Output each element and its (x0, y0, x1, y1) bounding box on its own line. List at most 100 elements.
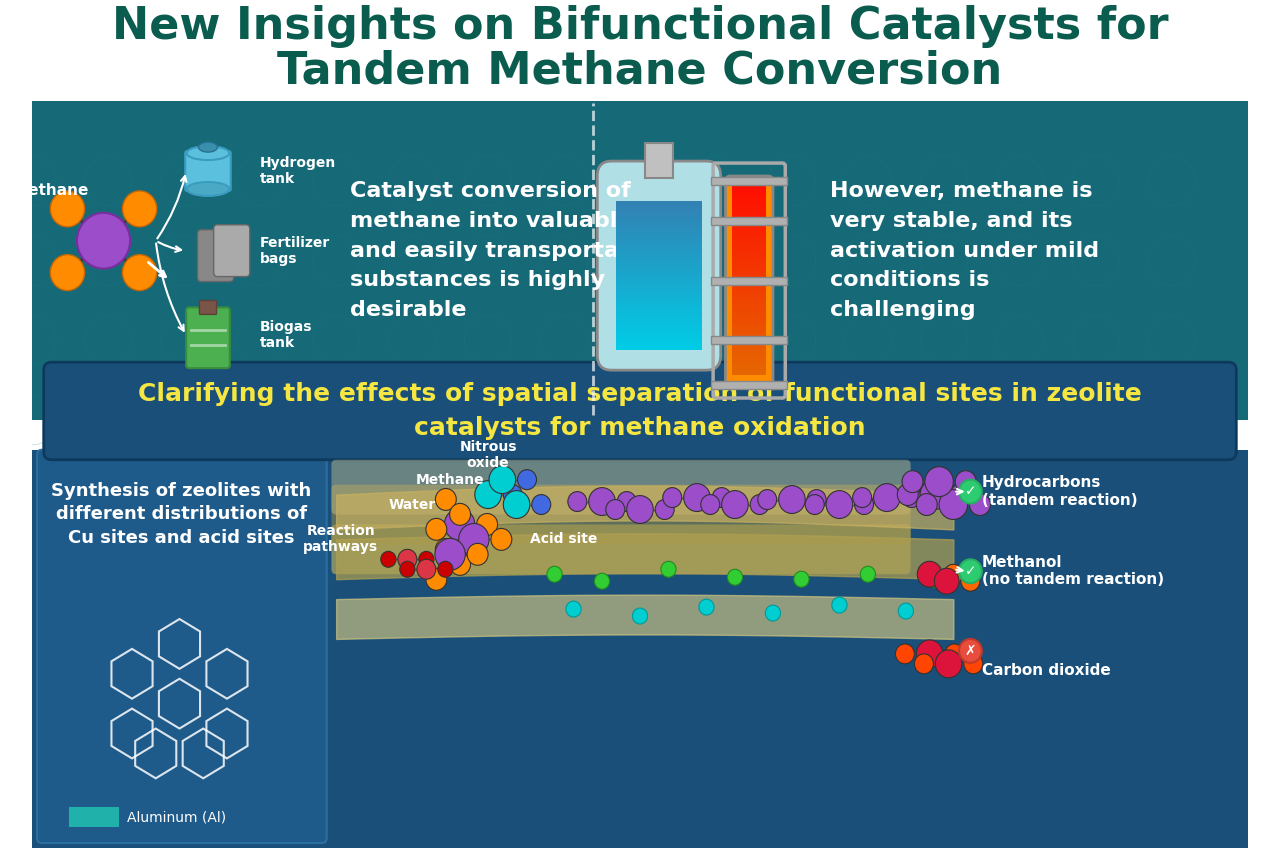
Bar (732, 339, 767, 342)
Bar (732, 225, 767, 227)
Text: Catalyst conversion of
methane into valuable
and easily transportable
substances: Catalyst conversion of methane into valu… (351, 181, 658, 320)
Bar (732, 213, 767, 215)
Bar (616, 250, 701, 254)
Circle shape (699, 600, 714, 615)
Text: ✗: ✗ (965, 644, 977, 658)
Circle shape (77, 213, 131, 269)
Ellipse shape (198, 142, 218, 152)
FancyBboxPatch shape (44, 362, 1236, 460)
Bar (732, 251, 767, 254)
Text: Reaction
pathways: Reaction pathways (303, 524, 379, 555)
Circle shape (476, 514, 498, 535)
FancyBboxPatch shape (186, 308, 230, 368)
Bar (616, 255, 701, 258)
Circle shape (566, 601, 581, 617)
Circle shape (916, 494, 937, 516)
FancyBboxPatch shape (32, 3, 1248, 103)
Circle shape (419, 551, 434, 567)
Circle shape (531, 494, 550, 515)
Text: Synthesis of zeolites with
different distributions of
Cu sites and acid sites: Synthesis of zeolites with different dis… (51, 482, 311, 547)
Circle shape (435, 538, 466, 570)
Bar (616, 286, 701, 288)
Bar (732, 282, 767, 284)
Bar (616, 258, 701, 260)
Circle shape (435, 538, 456, 561)
FancyBboxPatch shape (726, 176, 773, 385)
Circle shape (860, 566, 876, 583)
Bar (732, 371, 767, 373)
Bar (616, 308, 701, 310)
Bar (616, 300, 701, 303)
Bar (616, 338, 701, 340)
Circle shape (489, 466, 516, 494)
Bar (732, 217, 767, 220)
Circle shape (435, 488, 456, 510)
Circle shape (794, 572, 809, 587)
Bar (616, 253, 701, 255)
Bar (616, 303, 701, 305)
Bar (616, 231, 701, 233)
FancyBboxPatch shape (332, 484, 910, 544)
Text: Nitrous
oxide: Nitrous oxide (460, 439, 517, 470)
Bar (712, 217, 787, 225)
Bar (732, 359, 767, 360)
Text: Methane: Methane (14, 183, 90, 198)
Bar (616, 215, 701, 218)
Circle shape (399, 561, 415, 577)
Bar (732, 254, 767, 255)
Bar (616, 332, 701, 335)
Ellipse shape (187, 182, 229, 196)
Circle shape (50, 254, 84, 291)
Bar (616, 236, 701, 238)
Circle shape (951, 483, 972, 505)
Bar (732, 298, 767, 301)
Bar (732, 360, 767, 363)
Bar (616, 293, 701, 295)
Bar (616, 243, 701, 246)
Bar (732, 277, 767, 280)
Circle shape (945, 644, 964, 664)
Bar (732, 349, 767, 351)
Bar (732, 292, 767, 294)
Circle shape (655, 499, 675, 520)
Circle shape (547, 566, 562, 583)
Bar (616, 305, 701, 308)
Circle shape (632, 608, 648, 624)
Bar (712, 337, 787, 344)
Text: Hydrogen
tank: Hydrogen tank (260, 156, 337, 187)
Circle shape (805, 494, 824, 515)
Circle shape (758, 489, 777, 510)
Bar (616, 340, 701, 343)
Bar (732, 301, 767, 304)
Bar (616, 226, 701, 228)
Bar (732, 241, 767, 243)
FancyBboxPatch shape (69, 807, 119, 827)
Bar (712, 177, 787, 185)
Bar (616, 326, 701, 328)
Bar (616, 248, 701, 251)
Circle shape (467, 544, 488, 566)
Circle shape (808, 489, 826, 510)
Circle shape (475, 481, 502, 509)
Circle shape (826, 491, 852, 518)
Text: However, methane is
very stable, and its
activation under mild
conditions is
cha: However, methane is very stable, and its… (829, 181, 1100, 320)
Circle shape (902, 488, 922, 508)
Bar (732, 354, 767, 356)
Bar (732, 325, 767, 327)
Text: Hydrocarbons
(tandem reaction): Hydrocarbons (tandem reaction) (982, 476, 1138, 508)
Bar (732, 327, 767, 330)
Circle shape (663, 488, 682, 508)
Circle shape (855, 494, 873, 515)
Bar (732, 304, 767, 306)
Bar (616, 213, 701, 216)
Bar (616, 321, 701, 323)
Bar (732, 368, 767, 371)
Circle shape (426, 518, 447, 540)
Circle shape (444, 509, 475, 540)
Bar (616, 223, 701, 226)
Bar (732, 229, 767, 232)
Bar (732, 315, 767, 318)
Circle shape (955, 471, 977, 493)
Circle shape (605, 499, 625, 520)
Circle shape (925, 466, 954, 497)
